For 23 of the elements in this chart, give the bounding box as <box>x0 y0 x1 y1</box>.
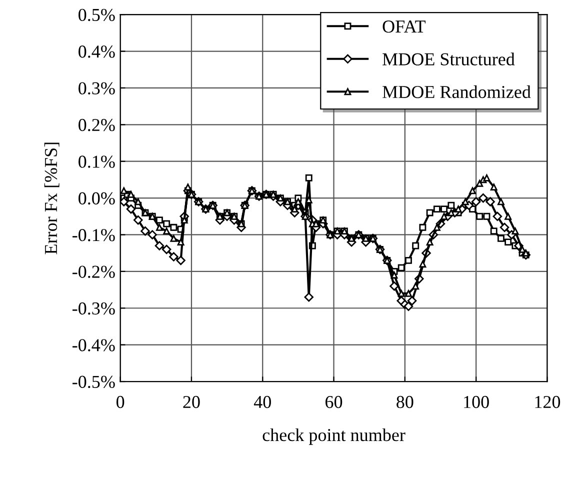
x-tick-label: 40 <box>254 396 271 408</box>
y-tick-label: -0.3% <box>72 302 115 315</box>
x-axis-title: check point number <box>262 428 406 445</box>
y-tick-label: -0.5% <box>72 376 115 388</box>
y-tick-label: 0.0% <box>78 192 115 205</box>
y-tick-label: 0.3% <box>78 82 115 94</box>
legend-label: MDOE Randomized <box>382 85 531 98</box>
x-tick-label: 60 <box>326 396 342 408</box>
x-tick-label: 80 <box>396 396 414 408</box>
legend-label: OFAT <box>382 20 426 33</box>
legend-label: MDOE Structured <box>382 52 515 66</box>
x-tick-label: 100 <box>464 396 489 408</box>
x-tick-label: 120 <box>535 396 560 408</box>
y-tick-label: -0.4% <box>72 339 115 352</box>
y-tick-label: 0.4% <box>78 46 115 58</box>
x-tick-label: 0 <box>116 396 124 408</box>
x-tick-label: 20 <box>183 396 200 408</box>
y-tick-label: 0.1% <box>78 156 115 168</box>
y-tick-label: 0.5% <box>78 8 115 22</box>
y-axis-title: Error Fx [%FS] <box>44 142 60 254</box>
y-tick-label: -0.2% <box>72 266 115 278</box>
y-tick-label: -0.1% <box>72 228 115 242</box>
y-tick-label: 0.2% <box>78 118 115 132</box>
